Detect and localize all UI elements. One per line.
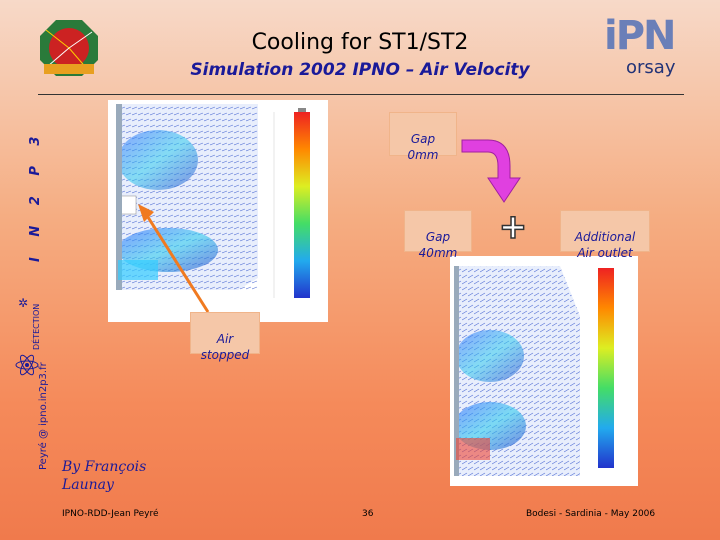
- footer-left: IPNO-RDD-Jean Peyré: [62, 509, 159, 519]
- detection-label: DÉTECTION: [32, 304, 41, 350]
- header-divider: [38, 94, 684, 95]
- author-credit: By François Launay: [62, 459, 147, 493]
- detection-text: DÉTECTION: [32, 303, 41, 350]
- flow-direction-arrow: [138, 204, 210, 313]
- outlet-label: Additional Air outlet: [560, 210, 650, 260]
- ipn-logo-text: iPN: [604, 13, 677, 59]
- gap0-text: Gap 0mm: [407, 132, 439, 162]
- ipn-orsay-logo: iPN orsay: [604, 14, 696, 84]
- page-title: Cooling for ST1/ST2: [251, 30, 469, 55]
- gap40-label: Gap 40mm: [404, 210, 472, 260]
- simulation-image-gap0: [108, 100, 328, 322]
- plus-icon: +: [498, 207, 528, 247]
- stopped-label: Air stopped: [190, 312, 260, 362]
- curved-arrow-icon: [461, 139, 521, 203]
- cnrs-icon: ✲: [18, 296, 29, 310]
- simulation-image-gap40: [450, 256, 638, 486]
- contact-email: Peyré @ ipno.in2p3.fr: [38, 362, 49, 470]
- outlet-text: Additional Air outlet: [574, 230, 636, 260]
- atom-icon: [14, 352, 40, 382]
- lhcb-logo: [38, 18, 100, 78]
- gap40-text: Gap 40mm: [418, 230, 458, 260]
- page-subtitle: Simulation 2002 IPNO – Air Velocity: [190, 60, 530, 80]
- slide-number: 36: [362, 509, 374, 519]
- stopped-text: Air stopped: [200, 332, 250, 362]
- orsay-logo-text: orsay: [626, 57, 676, 78]
- in2p3-logo: I N 2 P 3: [28, 128, 43, 262]
- gap0-label: Gap 0mm: [389, 112, 457, 162]
- footer-right: Bodesi - Sardinia - May 2006: [526, 509, 656, 519]
